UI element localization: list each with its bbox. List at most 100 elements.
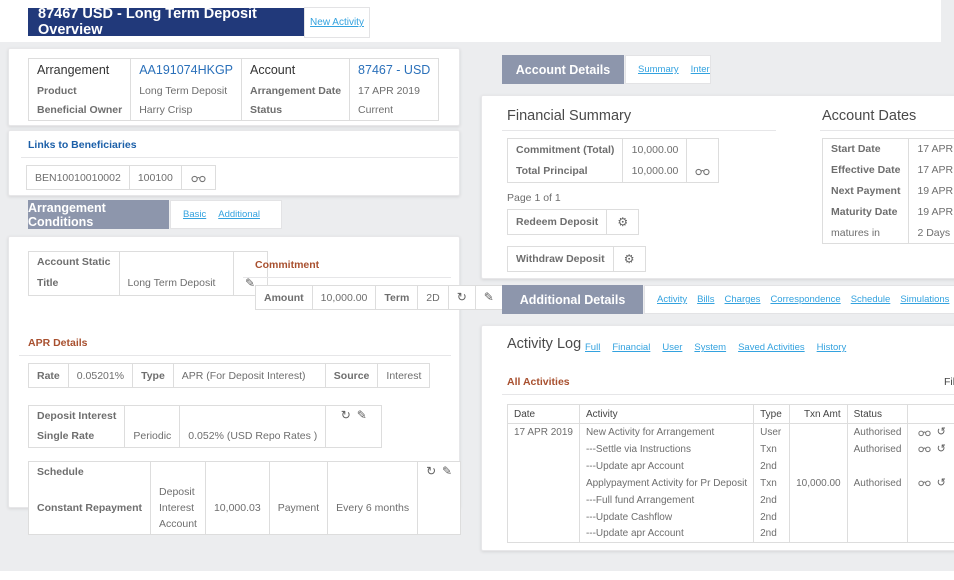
edit-icon[interactable]: ✎ xyxy=(483,290,494,304)
schedule-type: Payment xyxy=(268,481,328,535)
refresh-icon[interactable]: ↻ xyxy=(456,290,467,304)
arrangement-conditions-title: Arrangement Conditions xyxy=(28,200,106,229)
correspondence-link[interactable]: Correspondence xyxy=(770,294,841,305)
effective-date-label: Effective Date xyxy=(831,164,901,176)
financial-link[interactable]: Financial xyxy=(612,342,651,353)
history-icon[interactable]: ↺ xyxy=(936,442,946,455)
binoculars-icon[interactable] xyxy=(695,166,710,176)
deposit-interest-table: Deposit Interest ↻ ✎ Single Rate Periodi… xyxy=(28,405,383,448)
single-rate-label: Single Rate xyxy=(37,430,95,443)
divider xyxy=(21,157,458,158)
all-activities-header: All Activities xyxy=(507,376,570,388)
next-payment-label: Next Payment xyxy=(831,185,901,197)
divider xyxy=(820,130,954,131)
refresh-icon[interactable]: ↻ xyxy=(340,408,351,423)
account-static-table: Account Static Title Long Term Deposit ✎ xyxy=(28,251,268,296)
activity-row[interactable]: Applypayment Activity for Pr Deposit Txn… xyxy=(508,474,954,492)
edit-icon[interactable]: ✎ xyxy=(244,275,256,290)
cell-activity: Applypayment Activity for Pr Deposit xyxy=(578,474,754,492)
activity-row[interactable]: ---Update Cashflow 2nd xyxy=(508,508,954,526)
history-link[interactable]: History xyxy=(816,342,847,353)
redeem-deposit-button[interactable]: Redeem Deposit ⚙ xyxy=(507,209,640,235)
beneficiary-id: BEN10010010002 xyxy=(35,171,121,184)
cell-status xyxy=(846,491,908,509)
edit-icon[interactable]: ✎ xyxy=(356,408,367,423)
constant-repayment-label: Constant Repayment xyxy=(37,501,143,514)
additional-link[interactable]: Additional xyxy=(218,209,260,220)
rate-label: Rate xyxy=(37,369,60,382)
arrangement-date-label: Arrangement Date xyxy=(241,80,350,101)
total-principal-view-cell[interactable] xyxy=(686,160,719,183)
cell-status: Authorised xyxy=(846,440,908,458)
cell-status xyxy=(846,457,908,475)
gear-icon[interactable]: ⚙ xyxy=(623,251,635,266)
redeem-deposit-label[interactable]: Redeem Deposit xyxy=(516,216,599,228)
activity-card: Activity Log Full Financial User System … xyxy=(481,325,954,551)
schedule-link[interactable]: Schedule xyxy=(850,294,891,305)
type-label: Type xyxy=(132,363,174,388)
cell-activity: ---Update apr Account xyxy=(578,525,754,543)
account-details-title: Account Details xyxy=(515,62,611,77)
saved-activities-link[interactable]: Saved Activities xyxy=(738,342,805,353)
beneficiary-view-cell[interactable] xyxy=(180,165,216,190)
cell-amt: 10,000.00 xyxy=(789,474,848,492)
cell-status: Authorised xyxy=(846,474,908,492)
cell-amt xyxy=(789,440,848,458)
single-rate-period: Periodic xyxy=(124,425,180,448)
history-icon[interactable]: ↺ xyxy=(936,476,946,489)
filter-label[interactable]: Filter xyxy=(944,376,954,388)
binoculars-icon[interactable] xyxy=(918,428,931,437)
gear-icon[interactable]: ⚙ xyxy=(617,214,629,229)
schedule-amount: 10,000.03 xyxy=(204,481,270,535)
cell-type: 2nd xyxy=(753,525,790,543)
binoculars-icon[interactable] xyxy=(191,173,206,183)
bills-link[interactable]: Bills xyxy=(697,294,715,305)
refresh-icon[interactable]: ↻ xyxy=(426,464,437,479)
divider xyxy=(502,394,954,395)
source-value: Interest xyxy=(377,363,430,388)
activity-row[interactable]: ---Full fund Arrangement 2nd xyxy=(508,491,954,509)
cell-date xyxy=(508,475,580,492)
activity-row[interactable]: ---Settle via Instructions Txn Authorise… xyxy=(508,440,954,458)
cell-date xyxy=(508,441,580,458)
history-icon[interactable]: ↺ xyxy=(936,425,946,438)
col-type: Type xyxy=(753,404,790,424)
withdraw-deposit-button[interactable]: Withdraw Deposit ⚙ xyxy=(507,246,646,272)
col-date: Date xyxy=(507,404,580,424)
simulations-link[interactable]: Simulations xyxy=(900,294,950,305)
activity-link[interactable]: Activity xyxy=(657,294,688,305)
bottom-strip xyxy=(0,571,954,580)
activity-row[interactable]: 17 APR 2019 New Activity for Arrangement… xyxy=(508,423,954,441)
deposit-interest-header: Deposit Interest xyxy=(37,409,117,422)
divider xyxy=(243,277,451,278)
start-date-value: 17 APR 2019 xyxy=(908,138,954,160)
source-label: Source xyxy=(324,363,378,388)
new-activity-link[interactable]: New Activity xyxy=(310,17,364,28)
activity-row[interactable]: ---Update apr Account 2nd xyxy=(508,525,954,543)
basic-link[interactable]: Basic xyxy=(183,209,207,220)
activity-log-title: Activity Log xyxy=(507,336,582,352)
summary-card: Financial Summary Commitment (Total) 10,… xyxy=(481,95,954,279)
interest-link[interactable]: Interest xyxy=(690,64,710,75)
start-date-label: Start Date xyxy=(831,143,881,156)
cell-status xyxy=(846,508,908,526)
full-link[interactable]: Full xyxy=(585,342,601,353)
col-status: Status xyxy=(846,404,908,424)
schedule-table: Schedule ↻ ✎ Constant Repayment Deposit … xyxy=(28,461,462,536)
user-link[interactable]: User xyxy=(662,342,683,353)
cell-date xyxy=(508,458,580,475)
system-link[interactable]: System xyxy=(694,342,727,353)
next-payment-value: 19 APR 2019 xyxy=(908,180,954,202)
maturity-date-label: Maturity Date xyxy=(831,206,898,218)
cell-amt xyxy=(789,423,848,441)
binoculars-icon[interactable] xyxy=(918,444,931,453)
binoculars-icon[interactable] xyxy=(918,478,931,487)
charges-link[interactable]: Charges xyxy=(724,294,761,305)
status-label: Status xyxy=(241,100,350,121)
activity-row[interactable]: ---Update apr Account 2nd xyxy=(508,457,954,475)
summary-link[interactable]: Summary xyxy=(638,64,679,75)
edit-icon[interactable]: ✎ xyxy=(441,464,453,479)
schedule-frequency: Every 6 months xyxy=(327,481,418,535)
account-id: 87467 - USD xyxy=(349,58,439,81)
withdraw-deposit-label[interactable]: Withdraw Deposit xyxy=(516,253,605,265)
